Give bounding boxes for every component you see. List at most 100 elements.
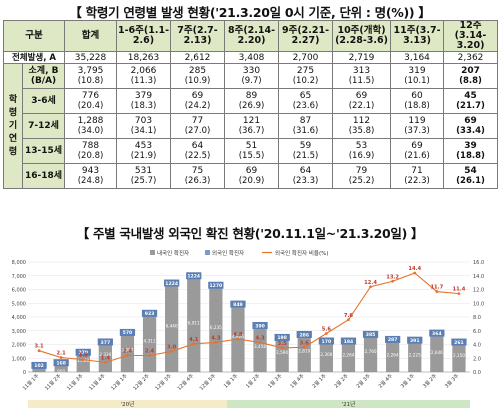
x-tick-label: 11월 2주 [43, 372, 63, 392]
korean-value-label: 2,150 [453, 353, 465, 358]
x-tick-label: 3월 3주 [443, 372, 460, 389]
age-cell: 1,288 (34.0) [64, 113, 118, 139]
table-row: 전체발생, A 35,228 18,263 2,612 3,408 2,700 2,719 3… [2, 51, 499, 64]
cell-pct: (21.5) [292, 151, 319, 161]
bar-korean [209, 286, 223, 372]
cell-pct: (34.1) [130, 126, 157, 136]
cell-pct: (10.8) [77, 76, 104, 86]
ratio-point [126, 354, 129, 357]
cell-count: 379 [134, 91, 153, 101]
age-cell: 379 (18.3) [116, 88, 172, 114]
bar-korean [430, 335, 444, 372]
y2-tick-label: 14.0 [473, 274, 484, 280]
top-label-box [252, 322, 268, 330]
top-label-box [31, 361, 47, 369]
week-header: 11주(3.7-3.13) [390, 20, 445, 52]
y2-tick-label: 8.0 [473, 315, 481, 321]
age-cell: 69 (33.4) [443, 113, 499, 139]
y-tick-label: 2,000 [12, 343, 26, 349]
all-value: 18,263 [116, 51, 172, 64]
ratio-label: 3.5 [278, 341, 288, 347]
korean-value-label: 6,911 [188, 320, 200, 325]
korean-value-label: 2,264 [387, 352, 399, 357]
korean-value-label: 2,760 [365, 349, 377, 354]
top-label-box [53, 359, 69, 367]
side-char: 령 [8, 146, 18, 157]
cell-pct: (21.9) [130, 151, 157, 161]
cell-pct: (22.1) [348, 101, 375, 111]
cell-count: 1,288 [77, 116, 104, 126]
age-cell: 60 (18.8) [390, 88, 445, 114]
y-tick-label: 8,000 [12, 260, 26, 266]
bar-korean [452, 342, 466, 372]
top-label: 198 [277, 335, 287, 341]
ratio-point [192, 342, 196, 346]
bar-korean [319, 340, 333, 372]
legend-swatch-foreign [205, 250, 210, 255]
age-cell: 531 (25.7) [116, 163, 172, 189]
all-value: 35,228 [64, 51, 118, 64]
cell-pct: (9.7) [241, 76, 262, 86]
ratio-point [258, 341, 262, 344]
week-label: 12주 [459, 20, 482, 31]
week-range: (2.28-3.6) [335, 35, 388, 46]
top-label: 184 [344, 339, 354, 345]
top-label: 1270 [209, 283, 222, 289]
top-label-box [362, 330, 379, 338]
age-cell: 453 (21.9) [116, 138, 172, 164]
korean-value-label: 3,007 [121, 347, 133, 352]
table-row: 3-6세 776 (20.4) 379 (18.3) 69 (24.2) 89 (26.9) 65… [4, 88, 499, 114]
ratio-point [37, 349, 41, 353]
y2-tick-label: 0.0 [473, 370, 481, 376]
top-label-box [340, 337, 357, 345]
x-tick-label: 2월 2주 [333, 372, 350, 389]
age-table: 구분 합계 1-6주(1.1-2.6) 7주(2.7-2.13) 8주(2.14-2.2… [2, 20, 499, 189]
y-tick-label: 7,000 [12, 274, 26, 280]
y2-tick-label: 12.0 [473, 288, 484, 294]
bar-korean [142, 312, 157, 372]
cell-pct: (26.9) [238, 101, 265, 111]
week-header: 7주(2.7-2.13) [170, 20, 226, 52]
korean-value-label: 2,646 [431, 350, 443, 355]
subtotal-cell: 2,066 (11.3) [116, 63, 172, 89]
age-cell: 121 (36.7) [224, 113, 280, 139]
top-label-box [429, 329, 445, 337]
cell-count: 39 [464, 141, 477, 151]
top-label-box [296, 331, 312, 339]
bar-korean [98, 339, 112, 372]
week-header: 9주(2.21-2.27) [278, 20, 334, 52]
ratio-point [103, 360, 107, 364]
ratio-label: 4.3 [255, 335, 265, 341]
year-band-2020 [28, 400, 227, 408]
cell-pct: (22.5) [184, 151, 211, 161]
ratio-point [148, 354, 151, 357]
ratio-line [38, 272, 460, 363]
age-cell: 112 (35.8) [332, 113, 392, 139]
y2-tick-label: 4.0 [473, 343, 481, 349]
weekly-chart: 0 1,000 2,000 3,000 4,000 5,000 6,000 7,000 8,00… [12, 249, 484, 408]
x-tick-label: 2월 1주 [311, 372, 328, 389]
subtotal-name: 소계, B [28, 66, 59, 76]
cell-count: 71 [411, 166, 423, 176]
age-cell: 64 (23.3) [278, 163, 334, 189]
age-cell: 64 (22.5) [170, 138, 226, 164]
ratio-label: 7.6 [344, 313, 354, 319]
top-label-box [97, 338, 113, 346]
x-tick-label: 1월 1주 [222, 372, 239, 389]
ratio-label: 1.4 [101, 355, 111, 361]
age-cell: 54 (26.1) [443, 163, 499, 189]
top-label: 286 [299, 332, 309, 338]
ratio-point [347, 318, 350, 322]
cell-count: 51 [245, 141, 258, 151]
y-tick-label: 5,000 [12, 301, 26, 307]
cell-count: 319 [408, 66, 426, 76]
all-value: 3,164 [390, 51, 445, 64]
cell-pct: (15.5) [238, 151, 265, 161]
cell-pct: (8.8) [459, 76, 482, 86]
cell-count: 64 [191, 141, 204, 151]
top-label: 364 [432, 331, 442, 337]
cell-pct: (23.6) [292, 101, 319, 111]
top-label: 287 [388, 337, 398, 343]
top-label: 170 [322, 339, 332, 345]
